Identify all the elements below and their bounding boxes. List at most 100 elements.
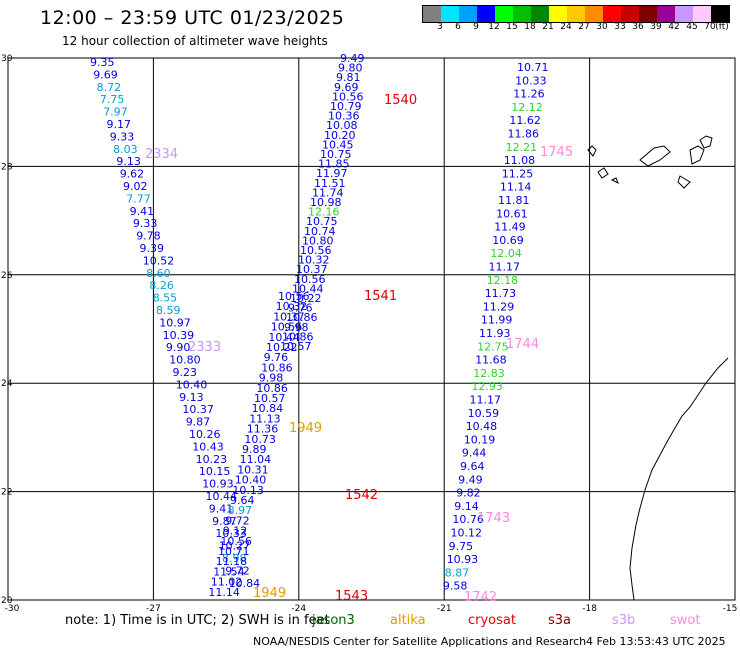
wave-height-value: 8.98 xyxy=(222,552,247,565)
wave-height-value: 10.22 xyxy=(290,292,322,305)
wave-height-value: 10.57 xyxy=(280,340,312,353)
legend-swatch xyxy=(441,6,459,22)
pass-label: 2333 xyxy=(188,340,221,355)
longitude-label: -30 xyxy=(5,604,20,614)
latitude-label: 30 xyxy=(1,54,13,64)
wave-height-value: 8.03 xyxy=(113,143,138,156)
wave-height-value: 11.49 xyxy=(494,221,526,234)
wave-height-value: 10.84 xyxy=(252,402,284,415)
legend-label: 30 xyxy=(596,22,608,32)
wave-height-value: 8.97 xyxy=(228,504,253,517)
wave-height-value: 10.56 xyxy=(278,290,310,303)
legend-label: 21 xyxy=(542,22,554,32)
pass-label: 1744 xyxy=(506,337,539,352)
timestamp: 4 Feb 13:53:43 UTC 2025 xyxy=(586,635,726,648)
wave-height-value: 8.87 xyxy=(445,566,470,579)
wave-height-value: 10.56 xyxy=(220,535,252,548)
wave-height-value: 10.36 xyxy=(328,110,360,123)
latitude-label: 26 xyxy=(1,271,13,281)
legend-label: 3 xyxy=(437,22,443,32)
wave-height-value: 12.83 xyxy=(473,367,505,380)
longitude-label: -21 xyxy=(437,604,452,614)
wave-height-value: 7.97 xyxy=(103,106,128,119)
legend-swatch xyxy=(621,6,639,22)
wave-height-value: 9.13 xyxy=(179,391,204,404)
legend-swatch xyxy=(495,6,513,22)
pass-label: 1949 xyxy=(289,421,322,436)
wave-height-value: 12.75 xyxy=(477,340,509,353)
wave-height-value: 10.26 xyxy=(189,428,221,441)
pass-label: 1540 xyxy=(384,93,417,108)
wave-height-value: 9.64 xyxy=(460,460,485,473)
wave-height-value: 10.52 xyxy=(143,254,175,267)
wave-height-value: 10.44 xyxy=(206,490,238,503)
legend-swatch xyxy=(567,6,585,22)
wave-height-value: 10.45 xyxy=(322,138,354,151)
legend-swatch xyxy=(585,6,603,22)
wave-height-value: 10.13 xyxy=(232,484,264,497)
wave-height-value: 11.62 xyxy=(509,114,541,127)
wave-height-value: 12.12 xyxy=(511,101,543,114)
wave-height-value: 10.44 xyxy=(268,331,300,344)
wave-height-value: 9.98 xyxy=(259,372,284,385)
satellite-legend-item: jason3 xyxy=(312,613,355,628)
wave-height-value: 10.32 xyxy=(276,300,308,313)
wave-height-value: 10.57 xyxy=(254,392,286,405)
wave-height-value: 9.23 xyxy=(173,366,198,379)
wave-height-value: 8.72 xyxy=(97,81,122,94)
wave-height-value: 8.59 xyxy=(156,304,181,317)
wave-height-value: 11.17 xyxy=(470,394,502,407)
wave-height-value: 9.44 xyxy=(462,447,487,460)
wave-height-value: 11.54 xyxy=(213,565,245,578)
wave-height-value: 10.98 xyxy=(310,196,342,209)
satellite-legend-item: s3b xyxy=(612,613,636,628)
wave-height-value: 11.85 xyxy=(318,158,350,171)
wave-height-value: 9.89 xyxy=(242,443,267,456)
wave-height-value: 9.72 xyxy=(225,564,250,577)
wave-height-value: 10.61 xyxy=(496,207,527,220)
wave-height-value: 11.18 xyxy=(216,555,248,568)
legend-label: 33 xyxy=(614,22,626,32)
wave-height-value: 11.74 xyxy=(312,186,344,199)
wave-height-value: 10.93 xyxy=(447,553,479,566)
pass-label: 1742 xyxy=(464,590,497,605)
wave-height-value: 7.75 xyxy=(100,93,125,106)
legend-swatch xyxy=(531,6,549,22)
satellite-legend-item: s3a xyxy=(548,613,572,628)
legend-label: 18 xyxy=(524,22,536,32)
wave-height-value: 10.56 xyxy=(294,273,326,286)
island-lanzarote xyxy=(699,135,713,149)
wave-height-value: 9.98 xyxy=(284,321,309,334)
wave-height-value: 9.14 xyxy=(454,500,479,513)
wave-height-value: 10.86 xyxy=(256,382,288,395)
wave-height-value: 9.02 xyxy=(123,180,148,193)
wave-height-value: 11.99 xyxy=(481,314,513,327)
wave-height-value: 10.37 xyxy=(273,310,305,323)
wave-height-value: 9.76 xyxy=(264,351,289,364)
wave-height-value: 11.36 xyxy=(247,423,278,436)
wave-height-value: 9.72 xyxy=(225,514,250,527)
legend-swatch xyxy=(459,6,477,22)
map-frame xyxy=(7,57,736,601)
legend-swatch xyxy=(477,6,495,22)
legend-swatch xyxy=(693,6,711,22)
wave-height-value: 9.39 xyxy=(140,242,165,255)
legend-label: 9 xyxy=(473,22,479,32)
wave-height-value: 10.19 xyxy=(464,433,496,446)
wave-height-value: 10.71 xyxy=(218,545,250,558)
wave-height-value: 10.40 xyxy=(235,474,266,487)
wave-height-value: 11.68 xyxy=(475,354,507,367)
longitude-label: -27 xyxy=(146,604,161,614)
legend-swatch xyxy=(675,6,693,22)
wave-height-value: 7.77 xyxy=(126,192,151,205)
legend-swatch xyxy=(423,6,441,22)
wave-height-value: 9.58 xyxy=(443,580,468,593)
wave-height-value: 9.76 xyxy=(288,302,313,315)
wave-height-value: 9.49 xyxy=(340,52,365,65)
color-legend xyxy=(422,5,730,23)
latitude-label: 24 xyxy=(1,379,13,389)
wave-height-value: 10.40 xyxy=(176,378,208,391)
wave-height-value: 9.62 xyxy=(120,168,145,181)
wave-height-value: 10.37 xyxy=(182,403,214,416)
wave-height-value: 11.04 xyxy=(240,453,272,466)
